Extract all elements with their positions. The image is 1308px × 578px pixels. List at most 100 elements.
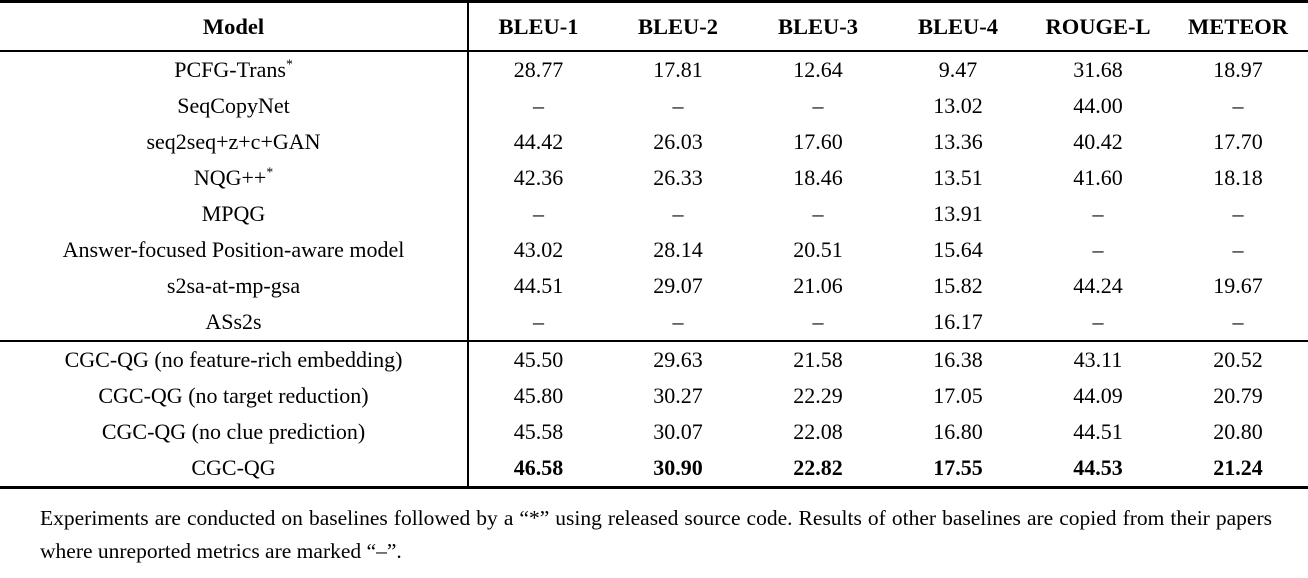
metric-value: 17.81 <box>653 57 703 82</box>
metric-value: 20.79 <box>1213 383 1263 408</box>
metric-value: 44.53 <box>1073 455 1123 480</box>
metric-value: – <box>1232 309 1244 334</box>
metric-value: – <box>467 304 608 341</box>
metric-value: 9.47 <box>938 57 978 82</box>
model-asterisk: * <box>266 164 274 180</box>
results-table: Model BLEU-1 BLEU-2 BLEU-3 BLEU-4 ROUGE-… <box>0 0 1308 489</box>
metric-value: 26.03 <box>653 129 703 154</box>
metric-value: 41.60 <box>1073 165 1123 190</box>
column-header-bleu2: BLEU-2 <box>608 1 748 52</box>
model-asterisk: * <box>285 56 293 72</box>
metric-value: 29.63 <box>608 340 748 378</box>
metric-value: 42.36 <box>467 160 608 196</box>
column-header-rougel: ROUGE-L <box>1028 1 1168 52</box>
table-row: NQG++* 42.36 26.33 18.46 13.51 41.60 18.18 <box>0 160 1308 196</box>
metric-value: – <box>812 93 824 118</box>
table-row: CGC-QG (no target reduction) 45.80 30.27 22… <box>0 378 1308 414</box>
metric-value: – <box>1232 93 1244 118</box>
table-row: MPQG – – – 13.91 – – <box>0 196 1308 232</box>
metric-value: 30.07 <box>653 419 703 444</box>
metric-value: 44.24 <box>1073 273 1123 298</box>
metric-value: 30.90 <box>653 455 703 480</box>
metric-value: – <box>812 309 824 334</box>
model-name: PCFG-Trans* <box>174 56 293 82</box>
metric-value: 20.80 <box>1213 419 1263 444</box>
metric-value: 22.82 <box>793 455 843 480</box>
metric-value: 18.97 <box>1213 57 1263 82</box>
column-header-model: Model <box>0 1 468 52</box>
column-header-meteor: METEOR <box>1168 1 1308 52</box>
metric-value: 40.42 <box>1073 129 1123 154</box>
table-row: Answer-focused Position-aware model 43.02… <box>0 232 1308 268</box>
metric-value: 16.38 <box>888 340 1028 378</box>
metric-value: 13.36 <box>933 129 983 154</box>
metric-value: – <box>1092 201 1104 226</box>
table-row: CGC-QG (no clue prediction) 45.58 30.07 22.… <box>0 414 1308 450</box>
metric-value: 30.27 <box>653 383 703 408</box>
table-row: s2sa-at-mp-gsa 44.51 29.07 21.06 15.82 44.24 1… <box>0 268 1308 304</box>
model-name: seq2seq+z+c+GAN <box>146 129 321 154</box>
metric-value: – <box>1232 201 1244 226</box>
metric-value: 18.18 <box>1213 165 1263 190</box>
metric-value: 29.07 <box>653 273 703 298</box>
metric-value: 21.24 <box>1213 455 1263 480</box>
metric-value: 19.67 <box>1213 273 1263 298</box>
model-name: s2sa-at-mp-gsa <box>166 273 301 298</box>
metric-value: – <box>1092 309 1104 334</box>
metric-value: 44.51 <box>467 268 608 304</box>
model-name: NQG++* <box>193 164 274 190</box>
table-row: CGC-QG (no feature-rich embedding) 45.50 2… <box>0 340 1308 378</box>
metric-value: – <box>672 93 684 118</box>
metric-value: 26.33 <box>653 165 703 190</box>
metric-value: 13.91 <box>933 201 983 226</box>
metric-value: 15.64 <box>933 237 983 262</box>
metric-value: – <box>1232 237 1244 262</box>
metric-value: 21.58 <box>748 340 888 378</box>
model-name: ASs2s <box>205 309 262 334</box>
metric-value: 18.46 <box>793 165 843 190</box>
metric-value: 45.80 <box>467 378 608 414</box>
metric-value: 20.52 <box>1168 340 1308 378</box>
metric-value: 44.42 <box>467 124 608 160</box>
table-row: ASs2s – – – 16.17 – – <box>0 304 1308 341</box>
model-name: CGC-QG <box>191 455 276 480</box>
table-row: seq2seq+z+c+GAN 44.42 26.03 17.60 13.36 40.42… <box>0 124 1308 160</box>
metric-value: 17.05 <box>933 383 983 408</box>
metric-value: 44.09 <box>1073 383 1123 408</box>
metric-value: 45.58 <box>467 414 608 450</box>
metric-value: 22.29 <box>793 383 843 408</box>
metric-value: 13.02 <box>933 93 983 118</box>
model-name: SeqCopyNet <box>177 93 290 118</box>
metric-value: 17.70 <box>1213 129 1263 154</box>
metric-value: 21.06 <box>793 273 843 298</box>
column-header-bleu3: BLEU-3 <box>748 1 888 52</box>
metric-value: – <box>672 201 684 226</box>
metric-value: – <box>1092 237 1104 262</box>
model-name: CGC-QG (no target reduction) <box>98 383 369 408</box>
metric-value: 46.58 <box>467 450 608 488</box>
metric-value: 45.50 <box>467 340 608 378</box>
model-name: CGC-QG (no feature-rich embedding) <box>0 340 468 378</box>
metric-value: 44.00 <box>1073 93 1123 118</box>
metric-value: 15.82 <box>933 273 983 298</box>
metric-value: 28.77 <box>467 51 608 88</box>
metric-value: 44.51 <box>1073 419 1123 444</box>
metric-value: 13.51 <box>933 165 983 190</box>
model-name: CGC-QG (no clue prediction) <box>101 419 366 444</box>
metric-value: 43.02 <box>467 232 608 268</box>
metric-value: – <box>812 201 824 226</box>
table-row: CGC-QG 46.58 30.90 22.82 17.55 44.53 21.24 <box>0 450 1308 488</box>
model-name: MPQG <box>201 201 266 226</box>
column-header-bleu4: BLEU-4 <box>888 1 1028 52</box>
metric-value: 22.08 <box>793 419 843 444</box>
metric-value: 28.14 <box>653 237 703 262</box>
table-body: PCFG-Trans* 28.77 17.81 12.64 9.47 31.68 18.97… <box>0 51 1308 488</box>
column-header-bleu1: BLEU-1 <box>467 1 608 52</box>
metric-value: – <box>672 309 684 334</box>
table-row: PCFG-Trans* 28.77 17.81 12.64 9.47 31.68 18.97 <box>0 51 1308 88</box>
model-name: Answer-focused Position-aware model <box>62 237 405 262</box>
table-row: SeqCopyNet – – – 13.02 44.00 – <box>0 88 1308 124</box>
metric-value: 31.68 <box>1073 57 1123 82</box>
table-header: Model BLEU-1 BLEU-2 BLEU-3 BLEU-4 ROUGE-… <box>0 1 1308 52</box>
